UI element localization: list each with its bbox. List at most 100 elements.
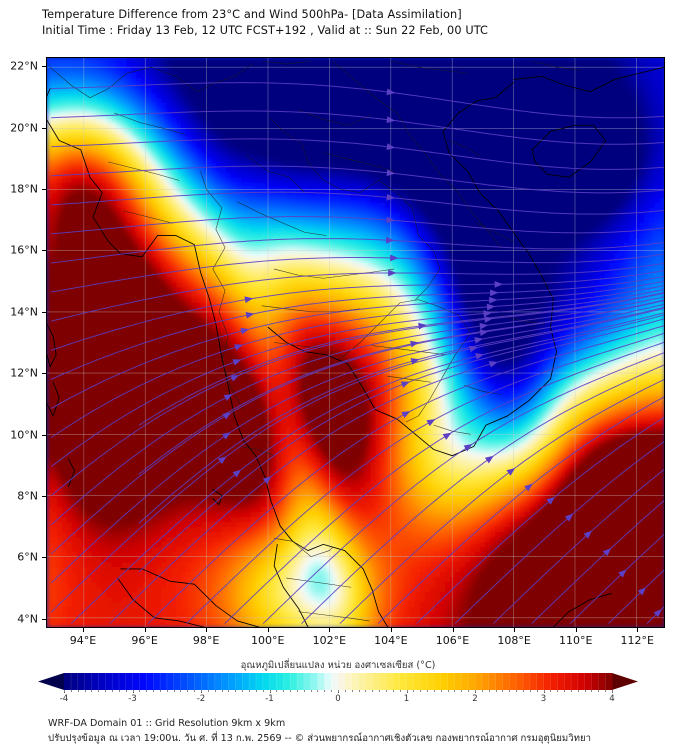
colorbar-minor-tick [509,690,511,692]
colorbar-minor-tick [502,690,504,692]
streamline-arrow [400,381,410,388]
streamline-arrow [386,143,396,151]
colorbar-minor-tick [358,690,360,692]
colorbar-minor-tick [139,690,141,692]
colorbar-minor-tick [125,690,127,692]
streamline-arrow [385,236,395,244]
colorbar-minor-tick [454,690,456,692]
colorbar-minor-tick [290,690,292,692]
colorbar-minor-tick [557,690,559,692]
colorbar-minor-tick [276,690,278,692]
streamline-arrow [524,483,533,492]
colorbar-minor-tick [605,690,607,692]
temperature-wind-map [47,58,664,627]
colorbar-minor-tick [338,690,339,692]
streamline-arrow [489,289,499,297]
streamline-arrow [386,216,395,224]
colorbar-minor-tick [399,690,401,692]
plot-frame [46,57,665,628]
colorbar-minor-tick [461,690,463,692]
streamline-arrow [637,587,647,596]
colorbar-tick-label: 2 [472,694,478,704]
y-tick-label: 20°N [10,121,38,135]
x-tick-label: 102°E [312,634,347,647]
streamline-arrow [388,269,397,277]
chart-title-line-2: Initial Time : Friday 13 Feb, 12 UTC FCS… [42,24,489,37]
colorbar-minor-tick [84,690,86,692]
streamline-arrow [217,456,227,465]
chart-title-line-1: Temperature Difference from 23°C and Win… [42,8,462,21]
streamline-arrow [401,411,411,419]
colorbar-minor-tick [543,690,545,692]
x-tick-label: 100°E [250,634,285,647]
wind-streamlines [51,82,664,624]
streamline-arrow [488,361,498,368]
colorbar-block: อุณหภูมิเปลี่ยนแปลง หน่วย องศาเซลเซียส (… [0,658,676,708]
y-tick-label: 6°N [17,550,38,564]
colorbar-minor-tick [385,690,387,692]
y-tick-label: 18°N [10,182,38,196]
colorbar-minor-tick [262,690,264,692]
streamline-arrow [484,455,494,464]
streamline-arrow [386,116,396,124]
colorbar-minor-tick [310,690,312,692]
colorbar-minor-tick [255,690,257,692]
colorbar-minor-tick [221,690,223,692]
streamline-arrow [426,419,436,427]
colorbar-minor-tick [365,690,367,692]
colorbar-minor-tick [481,690,483,692]
colorbar [38,673,638,690]
streamline-arrow [583,530,593,539]
colorbar-minor-tick [180,690,182,692]
streamline-arrow [221,432,231,440]
colorbar-minor-tick [91,690,93,692]
colorbar-title: อุณหภูมิเปลี่ยนแปลง หน่วย องศาเซลเซียส (… [240,660,436,671]
y-tick-label: 10°N [10,428,38,442]
y-tick-label: 4°N [17,612,38,626]
streamline-arrow [240,327,250,335]
colorbar-minor-tick [591,690,593,692]
y-tick-label: 8°N [17,489,38,503]
colorbar-minor-tick [317,690,319,692]
colorbar-minor-tick [536,690,538,692]
colorbar-minor-tick [201,690,202,692]
streamline-arrow [245,311,255,319]
colorbar-minor-tick [440,690,442,692]
colorbar-minor-tick [166,690,168,692]
colorbar-minor-tick [392,690,394,692]
colorbar-tick-label: 4 [609,694,615,704]
x-tick-label: 112°E [620,634,655,647]
colorbar-minor-tick [153,690,155,692]
colorbar-minor-tick [577,690,579,692]
colorbar-minor-tick [420,690,422,692]
streamline-arrow [386,88,396,96]
footer-domain-info: WRF-DA Domain 01 :: Grid Resolution 9km … [48,718,286,729]
colorbar-minor-tick [132,690,134,692]
colorbar-tick-label: 3 [540,694,547,704]
colorbar-minor-tick [344,690,346,692]
x-tick-label: 106°E [435,634,470,647]
colorbar-minor-tick [433,690,435,692]
colorbar-minor-tick [351,690,353,692]
streamline-arrow [232,469,242,478]
title-block: Temperature Difference from 23°C and Win… [42,7,662,39]
colorbar-minor-tick [70,690,72,692]
footer-credit: ปรับปรุงข้อมูล ณ เวลา 19:00น. วัน ศ. ที่… [48,733,591,744]
colorbar-minor-tick [98,690,100,692]
streamline-arrow [230,375,240,382]
streamline-arrow [410,358,420,365]
colorbar-minor-tick [194,690,196,692]
colorbar-minor-tick [77,690,79,692]
colorbar-minor-tick [214,690,216,692]
colorbar-minor-tick [64,690,65,692]
streamline-arrow [418,322,427,330]
colorbar-minor-tick [495,690,497,692]
colorbar-minor-tick [111,690,113,692]
streamline-arrow [546,496,555,505]
x-tick-label: 108°E [497,634,531,647]
streamline-arrow [232,359,242,366]
x-tick-label: 110°E [558,634,593,647]
colorbar-minor-tick [331,690,333,692]
streamline-arrow [262,476,272,485]
y-tick-label: 16°N [10,243,38,257]
